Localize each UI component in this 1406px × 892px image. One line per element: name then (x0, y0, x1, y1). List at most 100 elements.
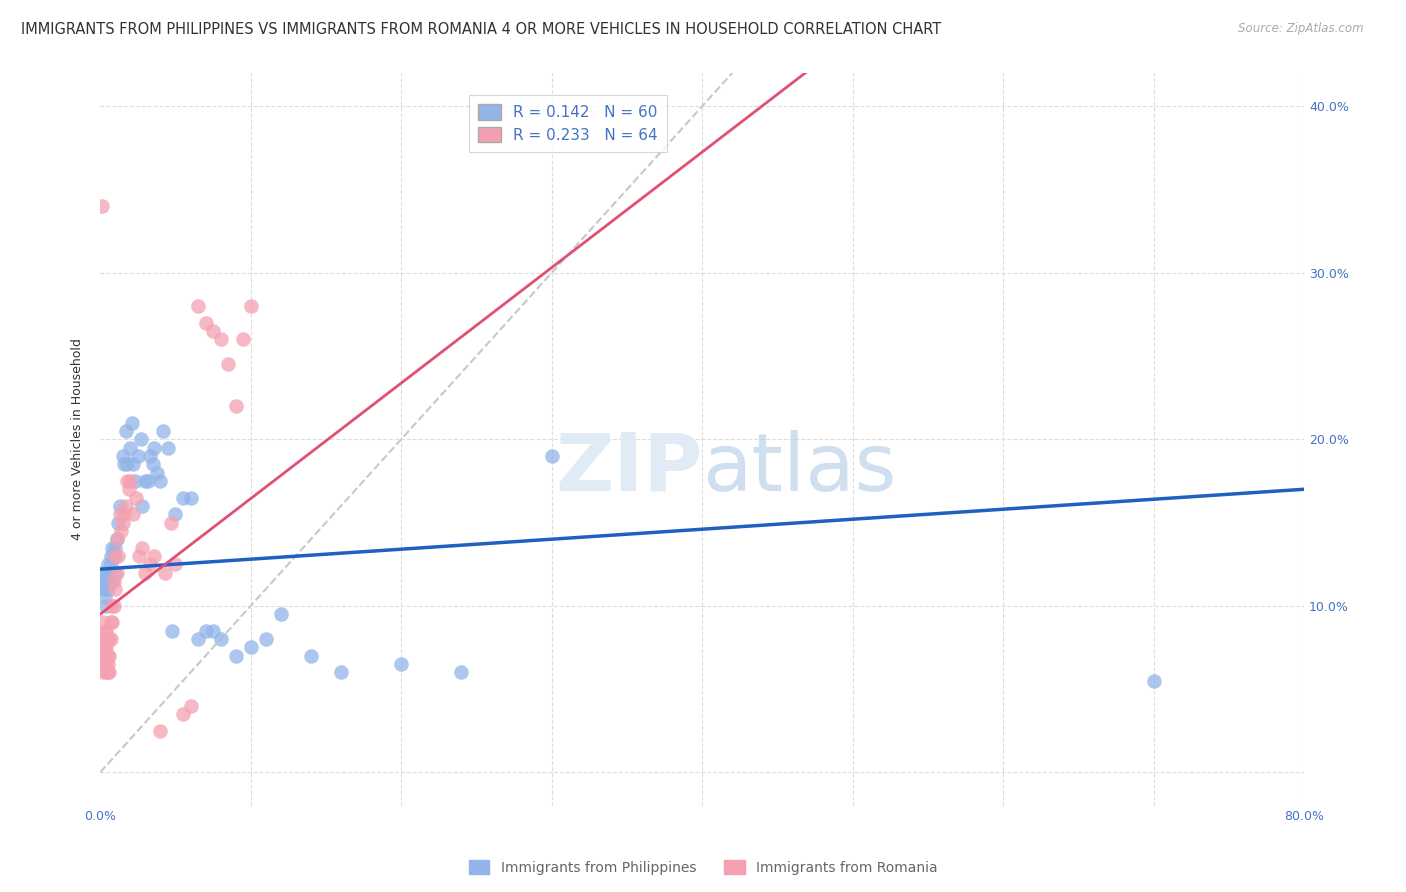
Point (112, 457, 135, 471)
Point (101, 574, 124, 588)
Point (125, 491, 148, 505)
Point (232, 332, 254, 346)
Point (110, 524, 132, 538)
Point (100, 632, 122, 646)
Point (225, 399, 247, 413)
Point (105, 532, 128, 546)
Point (179, 491, 201, 505)
Point (131, 541, 153, 555)
Point (91, 648, 114, 663)
Point (194, 624, 217, 638)
Point (98, 632, 121, 646)
Point (98, 648, 121, 663)
Point (162, 624, 184, 638)
Text: ZIP: ZIP (555, 430, 702, 508)
Point (138, 474, 160, 488)
Text: Source: ZipAtlas.com: Source: ZipAtlas.com (1239, 22, 1364, 36)
Point (96, 624, 118, 638)
Point (105, 566, 128, 580)
Point (107, 549, 129, 563)
Point (91, 657, 114, 671)
Point (450, 665, 472, 680)
Point (96, 657, 118, 671)
Point (179, 698, 201, 713)
Point (122, 457, 145, 471)
Point (98, 574, 121, 588)
Point (146, 466, 169, 480)
Point (209, 632, 232, 646)
Point (104, 549, 127, 563)
Point (202, 624, 225, 638)
Point (96, 599, 118, 613)
Point (143, 441, 166, 455)
Point (187, 299, 209, 313)
Point (153, 566, 176, 580)
Point (165, 557, 187, 571)
Point (239, 640, 262, 655)
Point (121, 416, 143, 430)
Point (134, 474, 156, 488)
Point (165, 507, 187, 521)
Legend: R = 0.142   N = 60, R = 0.233   N = 64: R = 0.142 N = 60, R = 0.233 N = 64 (470, 95, 666, 152)
Point (194, 316, 217, 330)
Point (108, 499, 131, 513)
Point (112, 507, 135, 521)
Point (97, 557, 120, 571)
Point (96, 574, 118, 588)
Point (97, 657, 120, 671)
Point (97, 582, 120, 596)
Point (108, 507, 131, 521)
Point (104, 566, 127, 580)
Point (134, 566, 156, 580)
Point (90, 632, 112, 646)
Point (124, 474, 146, 488)
Y-axis label: 4 or more Vehicles in Household: 4 or more Vehicles in Household (72, 338, 84, 541)
Point (100, 557, 122, 571)
Point (209, 332, 232, 346)
Point (114, 424, 136, 438)
Point (90, 648, 112, 663)
Point (101, 615, 124, 630)
Point (127, 449, 149, 463)
Point (96, 665, 118, 680)
Point (93, 582, 115, 596)
Point (160, 516, 183, 530)
Point (217, 357, 239, 371)
Point (120, 441, 142, 455)
Point (120, 474, 142, 488)
Point (98, 665, 121, 680)
Point (139, 449, 162, 463)
Point (93, 624, 115, 638)
Point (93, 591, 115, 605)
Point (101, 599, 124, 613)
Point (100, 549, 122, 563)
Point (103, 599, 125, 613)
Point (1142, 673, 1164, 688)
Point (91, 574, 114, 588)
Point (187, 632, 209, 646)
Point (254, 632, 277, 646)
Point (93, 566, 115, 580)
Point (239, 299, 262, 313)
Point (101, 541, 124, 555)
Point (93, 657, 115, 671)
Point (97, 632, 120, 646)
Text: IMMIGRANTS FROM PHILIPPINES VS IMMIGRANTS FROM ROMANIA 4 OR MORE VEHICLES IN HOU: IMMIGRANTS FROM PHILIPPINES VS IMMIGRANT… (21, 22, 942, 37)
Point (131, 499, 153, 513)
Point (111, 516, 134, 530)
Point (117, 457, 139, 471)
Point (149, 474, 172, 488)
Point (104, 582, 127, 596)
Point (90, 199, 112, 213)
Point (117, 474, 139, 488)
Point (142, 457, 165, 471)
Point (152, 424, 174, 438)
Point (156, 441, 179, 455)
Text: atlas: atlas (702, 430, 897, 508)
Point (97, 665, 120, 680)
Point (172, 491, 194, 505)
Point (90, 640, 112, 655)
Point (270, 607, 292, 621)
Point (103, 549, 125, 563)
Point (104, 541, 127, 555)
